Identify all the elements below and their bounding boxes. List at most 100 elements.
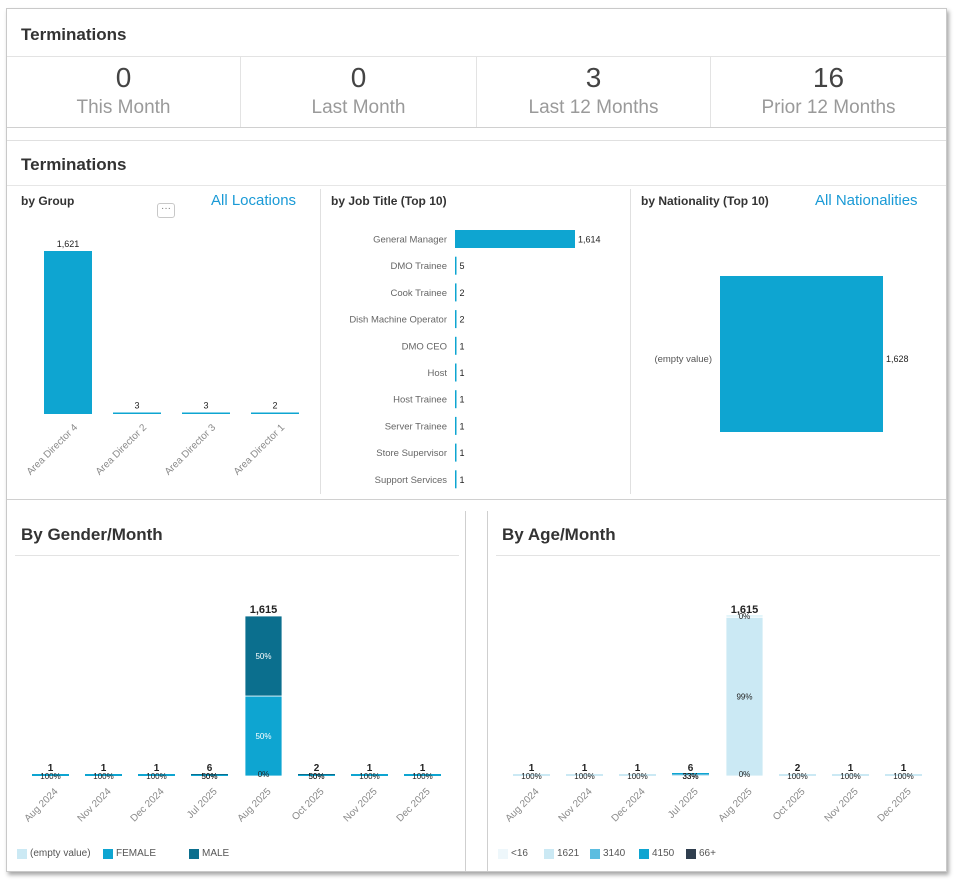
bar-segment[interactable]: [85, 774, 122, 776]
bar-segment[interactable]: [298, 775, 335, 776]
legend-item[interactable]: 3140: [590, 848, 625, 859]
percent-label: 33%: [682, 772, 698, 781]
value-label: 2: [460, 315, 465, 325]
bar-segment[interactable]: [619, 774, 656, 776]
bar[interactable]: [455, 336, 457, 355]
kpi-last-month[interactable]: 0 Last Month: [241, 57, 477, 127]
bar[interactable]: [455, 363, 457, 382]
bar[interactable]: [455, 416, 457, 435]
all-locations-link[interactable]: All Locations: [211, 192, 297, 209]
legend-label: (empty value): [30, 848, 91, 859]
legend-swatch: [544, 848, 554, 859]
category-label: Area Director 2: [94, 422, 150, 478]
legend-item[interactable]: <16: [498, 848, 528, 859]
bar[interactable]: [113, 412, 161, 415]
total-label: 1: [901, 763, 907, 774]
total-label: 1: [848, 763, 854, 774]
all-nationalities-link[interactable]: All Nationalities: [815, 192, 918, 209]
bar[interactable]: [455, 443, 457, 462]
bar-segment[interactable]: [138, 774, 175, 776]
bar-segment[interactable]: [832, 774, 869, 776]
value-label: 1,614: [578, 235, 601, 245]
bar[interactable]: [251, 412, 299, 415]
category-label: Area Director 4: [25, 422, 81, 478]
bar-segment[interactable]: [298, 774, 335, 775]
bar[interactable]: [455, 283, 457, 302]
legend-item[interactable]: (empty value): [17, 848, 91, 859]
divider: [630, 189, 631, 494]
bar[interactable]: [720, 276, 883, 432]
legend-label: FEMALE: [116, 848, 157, 859]
bar-segment[interactable]: [191, 774, 228, 775]
bar[interactable]: [455, 256, 457, 275]
age-legend: <16 1621 3140 4150 66+: [498, 848, 938, 864]
total-label: 1: [582, 763, 588, 774]
bar-segment[interactable]: [513, 774, 550, 776]
divider: [7, 185, 946, 186]
percent-label: 100%: [146, 772, 166, 781]
more-options-button[interactable]: ···: [157, 203, 175, 218]
bar-segment[interactable]: [885, 774, 922, 776]
total-label: 1: [529, 763, 535, 774]
bar[interactable]: [455, 310, 457, 329]
bar[interactable]: [455, 390, 457, 409]
bar-segment[interactable]: [191, 775, 228, 776]
value-label: 1: [460, 448, 465, 458]
age-panel-title: By Age/Month: [502, 525, 616, 544]
kpi-prior-12-months[interactable]: 16 Prior 12 Months: [711, 57, 946, 127]
total-label: 1: [154, 763, 160, 774]
category-label: Nov 2024: [557, 786, 595, 824]
value-label: 1: [460, 421, 465, 431]
kpi-last-12-months[interactable]: 3 Last 12 Months: [477, 57, 711, 127]
bar[interactable]: [182, 412, 230, 415]
legend-label: 66+: [699, 848, 716, 859]
bar[interactable]: [455, 470, 457, 489]
legend-swatch: [189, 848, 199, 859]
percent-label: 100%: [40, 772, 60, 781]
bar-segment[interactable]: [672, 774, 709, 775]
bar-segment[interactable]: [351, 774, 388, 776]
bar-segment[interactable]: [244, 615, 283, 697]
bar-segment[interactable]: [725, 617, 764, 777]
category-label: Dec 2024: [610, 786, 648, 824]
bar-segment[interactable]: [725, 615, 764, 617]
bar-segment[interactable]: [404, 774, 441, 776]
age-panel: By Age/Month 1 100% Aug 2024 1 100% Nov 2024 1…: [487, 511, 946, 871]
legend-item[interactable]: 4150: [639, 848, 674, 859]
category-label: Nov 2024: [76, 786, 114, 824]
bar-segment[interactable]: [244, 695, 283, 777]
group-bar-chart: 1,621 Area Director 4 3 Area Director 2 3 Are…: [25, 239, 299, 478]
legend-item[interactable]: 66+: [686, 848, 716, 859]
legend-item[interactable]: FEMALE: [103, 848, 156, 859]
value-label: 2: [272, 401, 277, 411]
bar[interactable]: [455, 230, 575, 248]
bar-segment[interactable]: [779, 774, 816, 776]
percent-label: 0%: [739, 770, 751, 779]
percent-label: 50%: [308, 772, 324, 781]
percent-label: 50%: [201, 772, 217, 781]
bar[interactable]: [44, 251, 92, 414]
kpi-label: This Month: [76, 97, 171, 118]
category-label: Aug 2025: [236, 786, 274, 824]
legend-label: 4150: [652, 848, 675, 859]
by-group-title: by Group: [21, 194, 75, 208]
percent-label: 100%: [893, 772, 913, 781]
kpi-this-month[interactable]: 0 This Month: [7, 57, 241, 127]
legend-item[interactable]: 1621: [544, 848, 579, 859]
percent-label: 100%: [627, 772, 647, 781]
percent-label: 50%: [255, 652, 271, 661]
percent-label: 33%: [682, 772, 698, 781]
value-label: 5: [460, 261, 465, 271]
value-label: 1,621: [57, 239, 80, 249]
legend-item[interactable]: MALE: [189, 848, 229, 859]
percent-label: 50%: [308, 772, 324, 781]
bar-segment[interactable]: [672, 773, 709, 774]
bar-segment[interactable]: [672, 775, 709, 776]
bar-segment[interactable]: [32, 774, 69, 776]
category-label: General Manager: [373, 235, 447, 246]
bar-segment[interactable]: [566, 774, 603, 776]
dashboard-frame: Terminations 0 This Month 0 Last Month 3…: [6, 8, 947, 872]
category-label: Nov 2025: [342, 786, 380, 824]
kpi-row: 0 This Month 0 Last Month 3 Last 12 Mont…: [7, 56, 946, 127]
